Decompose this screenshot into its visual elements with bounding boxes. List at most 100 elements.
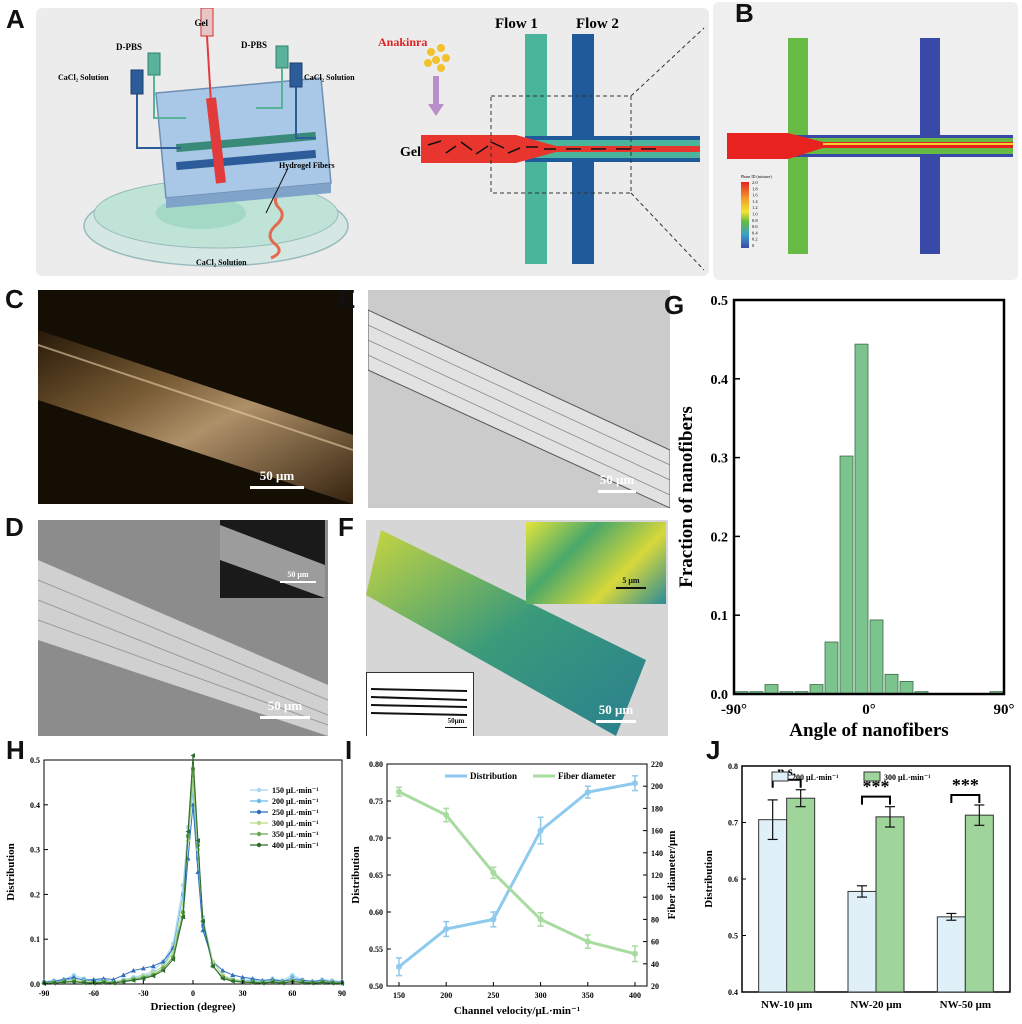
label-cacl2-right: CaCl₂ Solution bbox=[304, 73, 355, 82]
point-i bbox=[443, 926, 450, 933]
label-flow1: Flow 1 bbox=[495, 16, 538, 32]
point-h bbox=[230, 978, 235, 984]
tick-label-j-y: 0.5 bbox=[728, 932, 738, 941]
tick-label-h-y: 0.3 bbox=[30, 846, 40, 855]
point-h bbox=[220, 976, 225, 982]
label-dpbs-right: D-PBS bbox=[241, 40, 267, 50]
point-i bbox=[537, 827, 544, 834]
phase-legend-tick: 1.8 bbox=[752, 186, 758, 191]
scale-bar-d-label: 50 μm bbox=[267, 698, 303, 713]
phase-legend-tick: 0.6 bbox=[752, 224, 758, 229]
point-h bbox=[111, 980, 116, 986]
tick-label-h-x: 60 bbox=[288, 989, 296, 998]
panel-b-simulation: Phase ID (mixture) 2.01.8 1.61.41.2 1.00.8… bbox=[727, 38, 1013, 254]
chip-gel-channel bbox=[206, 97, 226, 184]
point-h bbox=[180, 900, 186, 906]
micrograph-f: 5 μm 50μm 50 μm bbox=[366, 520, 668, 736]
point-h bbox=[190, 753, 195, 759]
point-i bbox=[443, 812, 450, 819]
tick-label-i-y: 0.80 bbox=[369, 760, 383, 769]
significance-label-j: *** bbox=[863, 777, 890, 797]
fiber-c bbox=[38, 330, 353, 504]
label-anakinra: Anakinra bbox=[378, 35, 427, 49]
point-h bbox=[319, 980, 325, 986]
bar-g bbox=[764, 684, 779, 695]
dpbs-left-syringe bbox=[147, 52, 161, 76]
legend-j-label: 300 μL·min⁻¹ bbox=[884, 773, 931, 782]
tick-label-i-y2: 40 bbox=[651, 960, 659, 969]
point-h bbox=[130, 977, 136, 983]
point-h bbox=[91, 977, 97, 982]
significance-label-j: *** bbox=[952, 775, 979, 795]
point-h bbox=[140, 965, 146, 971]
scale-bar-e: 50 μm bbox=[598, 472, 636, 493]
legend-h-label: 150 μL·min⁻¹ bbox=[272, 786, 319, 795]
point-h bbox=[120, 972, 126, 978]
point-h bbox=[181, 892, 186, 897]
point-h bbox=[140, 976, 146, 982]
axis-label-i-y2: Fiber diameter/μm bbox=[666, 831, 678, 920]
label-hydrogel-fibers: Hydrogel Fibers bbox=[279, 161, 335, 170]
bar-j bbox=[936, 916, 966, 993]
phase-legend-tick: 1.4 bbox=[752, 199, 758, 204]
tick-label-g-x: 0° bbox=[862, 702, 876, 718]
point-h bbox=[170, 945, 176, 951]
tick-label-j-x: NW-10 μm bbox=[761, 999, 812, 1011]
panel-b: Phase ID (mixture) 2.0 1.8 1.6 1.4 1.2 1.0 0.8… bbox=[713, 2, 1018, 280]
tick-label-i-y: 0.55 bbox=[369, 945, 383, 954]
scale-bar-c-label: 50 μm bbox=[259, 468, 295, 483]
legend-h-label: 400 μL·min⁻¹ bbox=[272, 841, 319, 850]
scale-bar-f-inset2-label: 50μm bbox=[447, 717, 465, 725]
scale-bar-d-inset-label: 50 μm bbox=[287, 570, 309, 579]
point-h bbox=[81, 980, 86, 986]
point-h bbox=[130, 968, 136, 973]
panel-label-f: F bbox=[338, 512, 354, 542]
phase-legend-tick: 2.0 bbox=[752, 180, 758, 185]
point-h bbox=[329, 980, 335, 986]
tick-label-i-y2: 120 bbox=[651, 871, 663, 880]
point-i bbox=[396, 788, 402, 795]
phase-legend-title: Phase ID (mixture) bbox=[741, 174, 772, 179]
tick-label-i-y2: 140 bbox=[651, 849, 663, 858]
micrograph-d-inset: 50 μm bbox=[220, 520, 325, 598]
tick-label-i-x: 200 bbox=[440, 991, 452, 1000]
chip-edge bbox=[166, 183, 331, 208]
fiber-c-edge bbox=[38, 344, 353, 451]
anakinra-arrowhead bbox=[428, 104, 444, 116]
micrograph-f-inset-orientation bbox=[526, 522, 666, 604]
chip-channel-1 bbox=[175, 131, 317, 153]
micrograph-d-image bbox=[38, 560, 328, 736]
micrograph-f-inset-binary: 50μm bbox=[366, 672, 474, 736]
bar-j bbox=[847, 890, 877, 993]
dpbs-right-tube bbox=[256, 68, 283, 109]
tick-label-i-y: 0.70 bbox=[369, 834, 383, 843]
point-h bbox=[190, 766, 196, 772]
chart-i: Distribution Fiber diameter 0.50 0.55 0.60 0.… bbox=[350, 760, 678, 1017]
point-h bbox=[185, 829, 191, 835]
micrograph-d: 50 μm 50 μm bbox=[38, 520, 328, 736]
tick-label-j-y: 0.7 bbox=[728, 819, 738, 828]
tick-label-h-x: -30 bbox=[138, 989, 149, 998]
micrograph-c-image bbox=[38, 330, 353, 504]
point-i bbox=[396, 963, 402, 970]
chart-g-frame bbox=[732, 298, 1006, 696]
point-i bbox=[632, 950, 638, 957]
bar-g bbox=[854, 343, 869, 695]
tick-label-i-y2: 20 bbox=[651, 982, 659, 991]
phase-legend-tick: 0.8 bbox=[752, 218, 758, 223]
tick-label-i-y2: 100 bbox=[651, 893, 663, 902]
tick-label-i-x: 150 bbox=[393, 991, 405, 1000]
legend-h-label: 250 μL·min⁻¹ bbox=[272, 808, 319, 817]
point-h bbox=[269, 979, 275, 985]
tick-label-h-y: 0.1 bbox=[30, 935, 40, 944]
point-h bbox=[120, 979, 126, 985]
point-h bbox=[111, 977, 117, 982]
series-i-line bbox=[398, 790, 636, 956]
legend-h-marker bbox=[256, 809, 262, 815]
tick-label-g-y: 0.0 bbox=[711, 688, 729, 703]
axis-label-h-x: Driection (degree) bbox=[150, 1001, 235, 1013]
hydrogel-fiber-strand bbox=[268, 187, 284, 260]
panel-label-b: B bbox=[735, 0, 754, 28]
point-h bbox=[180, 914, 186, 920]
